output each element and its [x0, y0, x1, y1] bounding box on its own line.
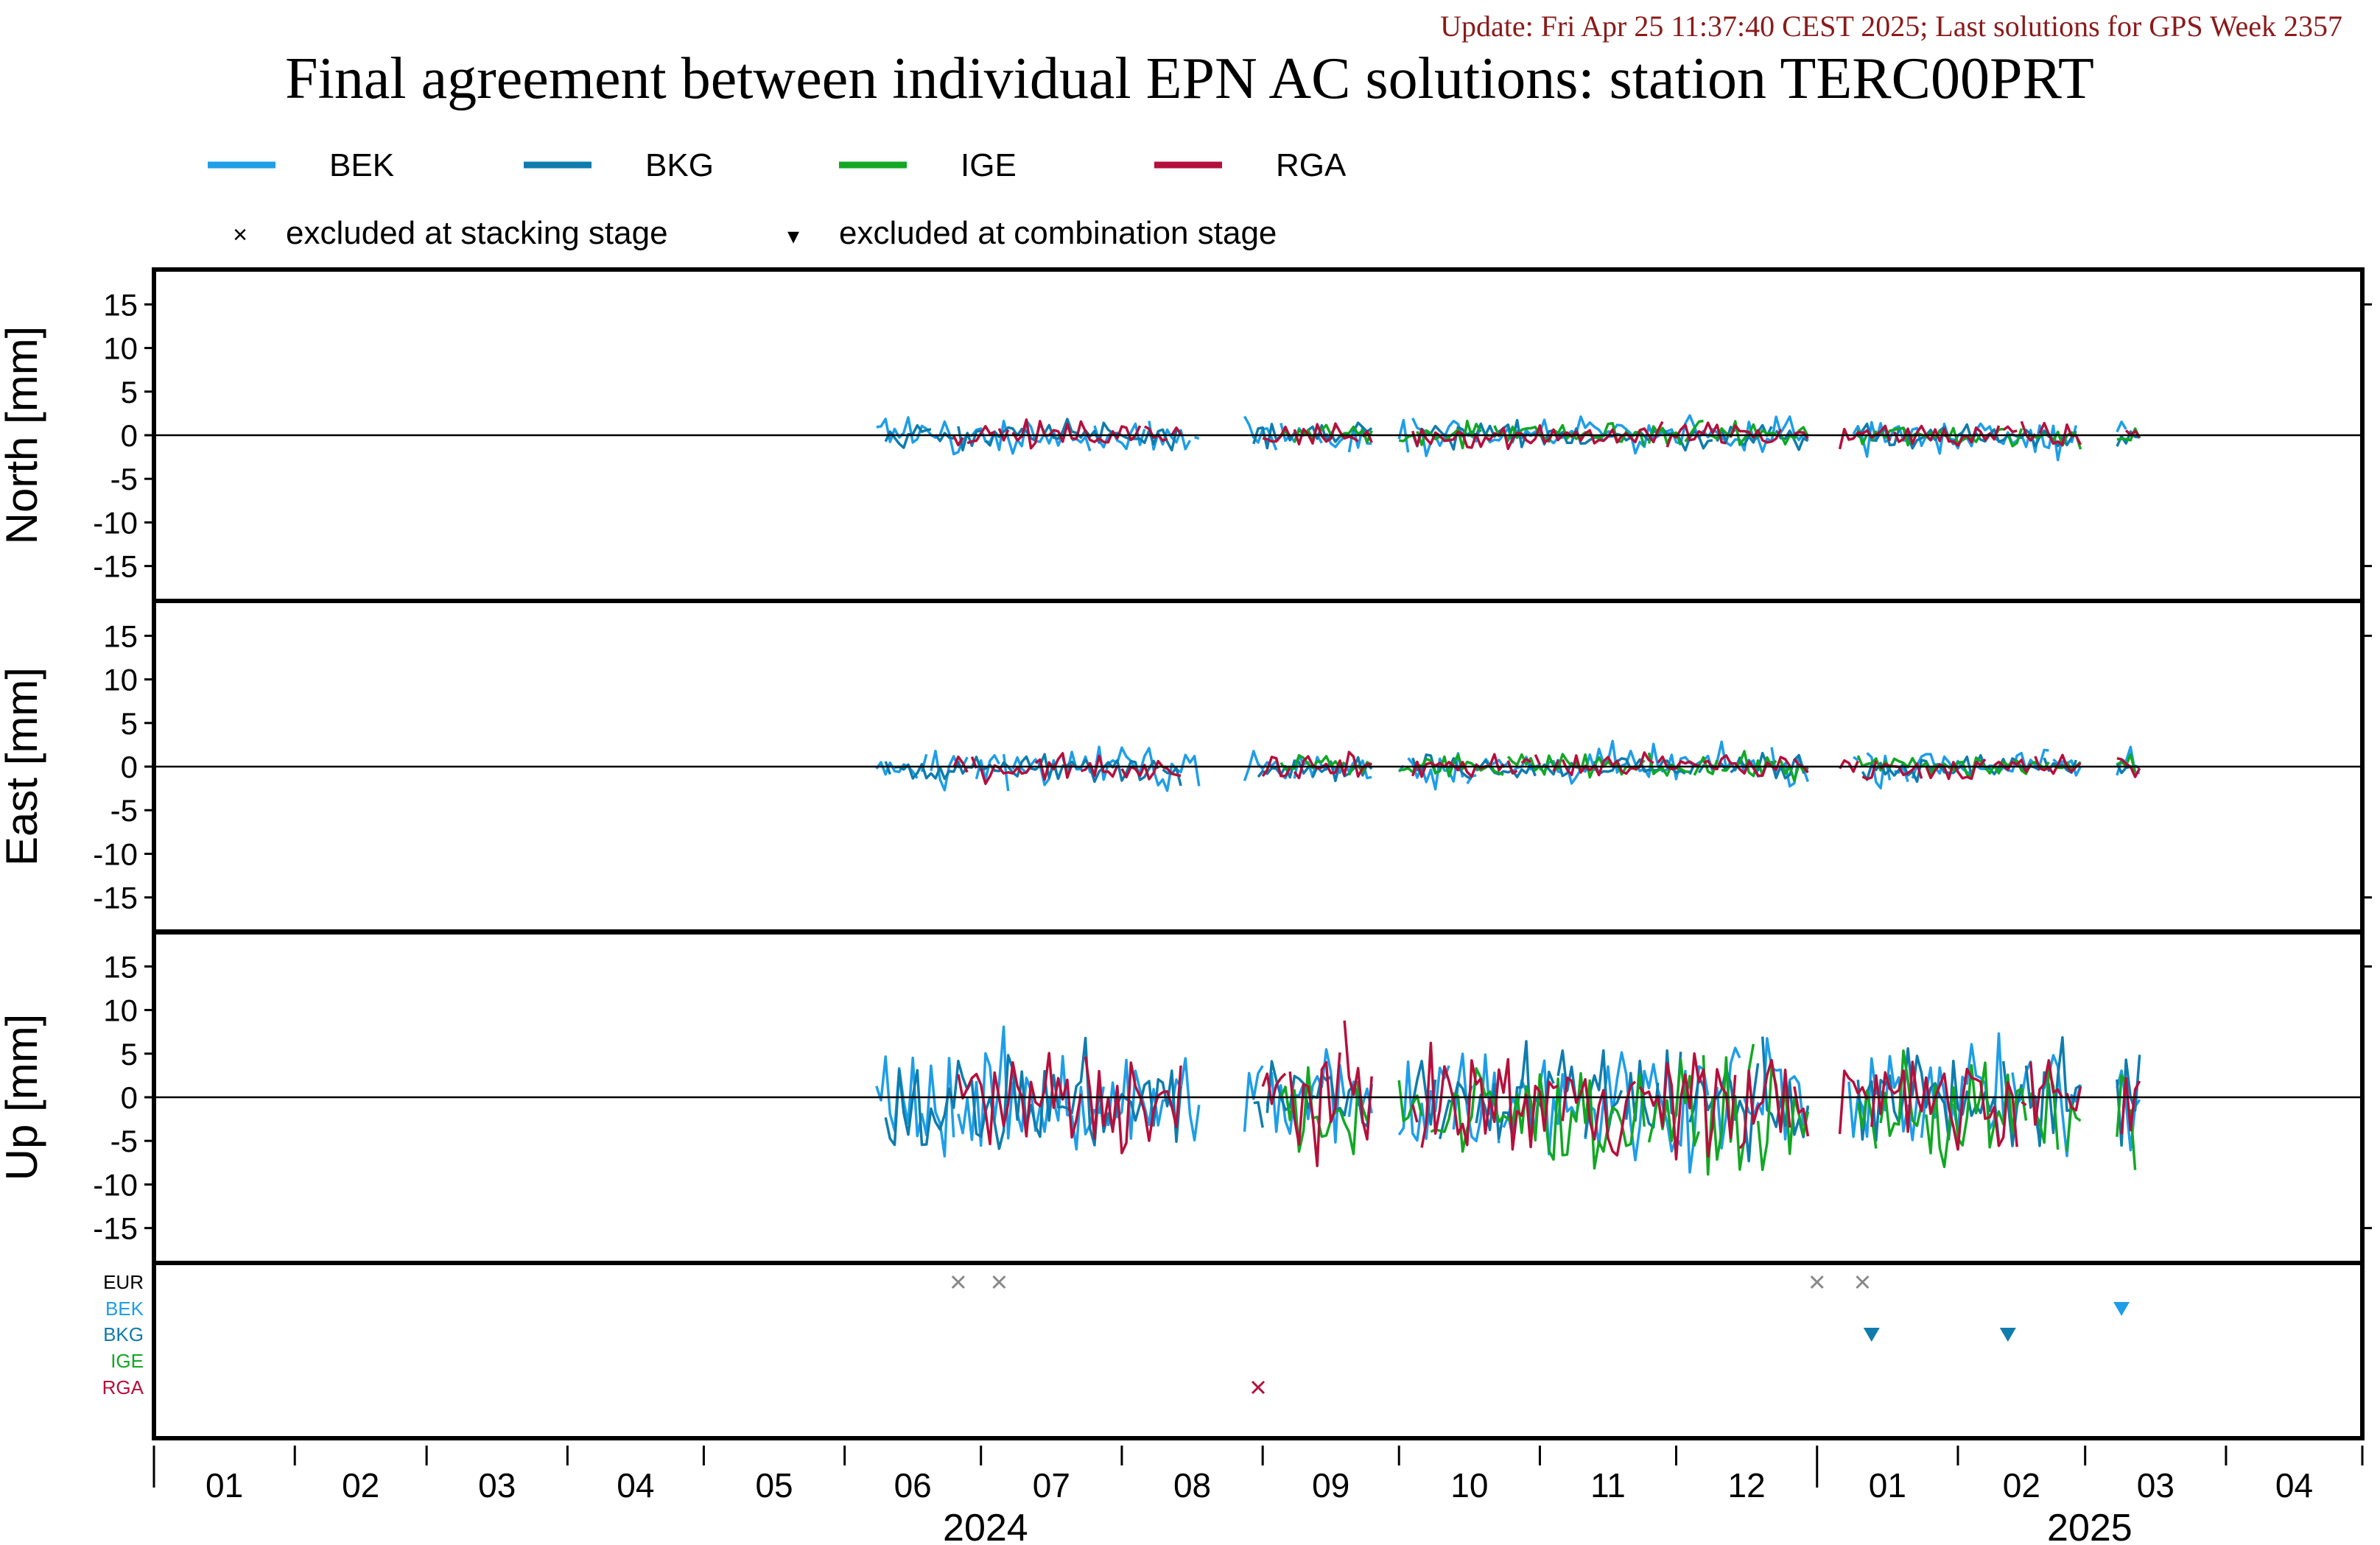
x-tick-label: 11 [1590, 1466, 1626, 1504]
legend-stacking-symbol: × [233, 221, 248, 249]
plot-area: 15 10 5 0 -5 -10 -15 North [mm] 15 10 5 0 -5 -10 -15 Ea… [0, 267, 2372, 1545]
y-tick-label: -15 [93, 1211, 138, 1246]
y-tick-label: 15 [103, 949, 138, 984]
excluded-stacking-marker [1810, 1275, 1824, 1289]
legend-label-bek: BEK [329, 147, 394, 183]
y-tick-label: 0 [121, 750, 138, 784]
x-tick-label: 08 [1173, 1466, 1211, 1504]
x-tick-label: 02 [2003, 1466, 2040, 1504]
y-tick-label: 5 [121, 1037, 138, 1071]
exclusion-panel: EUR BEK BKG IGE RGA [102, 1261, 2365, 1440]
series-rga-line [952, 418, 1182, 450]
series-rga-line [2116, 756, 2141, 778]
y-tick-label: -5 [110, 1124, 138, 1158]
series-rga-line [2120, 1077, 2141, 1135]
x-tick-label: 02 [342, 1466, 379, 1504]
y-tick-label: -5 [110, 793, 138, 828]
x-tick-label: 04 [617, 1466, 654, 1504]
panel-east: 15 10 5 0 -5 -10 -15 East [mm] [0, 599, 2372, 935]
y-tick-label: 10 [103, 331, 138, 366]
legend-label-bkg: BKG [645, 147, 714, 183]
x-year-label: 2024 [943, 1507, 1028, 1545]
y-tick-label: 5 [121, 706, 138, 741]
series-rga-line [1261, 1020, 1373, 1167]
series-rga-line [1261, 750, 1372, 780]
excluded-stacking-marker [1856, 1275, 1870, 1289]
series-bkg-line [1411, 418, 1809, 452]
y-axis-label: Up [mm] [0, 1014, 46, 1181]
y-tick-label: 10 [103, 993, 138, 1028]
y-tick-label: -15 [93, 549, 138, 584]
exclusion-row-label: BEK [105, 1298, 144, 1320]
panel-north: 15 10 5 0 -5 -10 -15 North [mm] [0, 267, 2372, 603]
x-axis: 01 02 03 04 05 06 07 08 09 10 11 12 01 02 03 04 2024 2025 [152, 1446, 2364, 1545]
y-tick-label: -5 [110, 462, 138, 496]
series-bek-line [1243, 1048, 1373, 1144]
series-rga-line [952, 752, 1182, 786]
exclusion-row-label: RGA [102, 1376, 144, 1398]
y-tick-label: -10 [93, 1167, 138, 1202]
series-ige-line [1856, 1049, 2082, 1169]
series-bkg-line [884, 1036, 1182, 1150]
exclusion-frame [152, 1261, 2365, 1440]
x-tick-label: 03 [2137, 1466, 2174, 1504]
legend-combination-label: excluded at combination stage [839, 215, 1277, 251]
legend-stacking-label: excluded at stacking stage [286, 215, 668, 251]
exclusion-row-label: EUR [103, 1271, 144, 1293]
y-tick-label: -10 [93, 505, 138, 540]
y-tick-label: 0 [121, 1080, 138, 1115]
series-bkg-line [2116, 1055, 2141, 1147]
excluded-combination-marker [1863, 1328, 1880, 1342]
legend-combination-symbol: ▾ [787, 222, 799, 249]
excluded-combination-marker [1999, 1328, 2016, 1342]
y-tick-label: 5 [121, 375, 138, 409]
x-tick-label: 12 [1728, 1466, 1766, 1504]
x-tick-label: 01 [1869, 1466, 1906, 1504]
excluded-stacking-marker [992, 1275, 1006, 1289]
y-tick-label: 15 [103, 287, 138, 322]
x-year-label: 2025 [2047, 1507, 2132, 1545]
x-tick-label: 06 [894, 1466, 932, 1504]
x-tick-label: 09 [1312, 1466, 1349, 1504]
excluded-combination-marker [2113, 1302, 2130, 1316]
y-tick-label: 0 [121, 418, 138, 453]
legend-label-ige: IGE [961, 147, 1017, 183]
y-tick-label: 15 [103, 619, 138, 653]
x-tick-label: 10 [1450, 1466, 1488, 1504]
update-text: Update: Fri Apr 25 11:37:40 CEST 2025; L… [1440, 10, 2342, 43]
x-tick-label: 01 [206, 1466, 243, 1504]
chart-title: Final agreement between individual EPN A… [285, 46, 2094, 111]
x-tick-label: 05 [755, 1466, 793, 1504]
excluded-stacking-marker [1251, 1380, 1266, 1395]
y-tick-label: 10 [103, 663, 138, 697]
series-rga-line [1411, 1041, 1810, 1161]
series-rga-line [1838, 1059, 2082, 1151]
y-axis-label: North [mm] [0, 326, 46, 545]
series-rga-line [957, 1052, 1182, 1155]
excluded-stacking-marker [951, 1275, 965, 1289]
exclusion-row-label: BKG [103, 1323, 144, 1345]
y-tick-label: -10 [93, 837, 138, 871]
series-rga-line [2124, 429, 2141, 438]
x-tick-label: 03 [478, 1466, 516, 1504]
legend-label-rga: RGA [1276, 147, 1347, 183]
y-axis-label: East [mm] [0, 667, 46, 866]
x-tick-label: 04 [2275, 1466, 2313, 1504]
y-tick-label: -15 [93, 881, 138, 915]
x-tick-label: 07 [1033, 1466, 1070, 1504]
exclusion-row-label: IGE [110, 1350, 144, 1372]
panel-up: 15 10 5 0 -5 -10 -15 Up [mm] [0, 929, 2372, 1265]
legend: BEK BKG IGE RGA × excluded at stacking s… [208, 147, 1347, 251]
